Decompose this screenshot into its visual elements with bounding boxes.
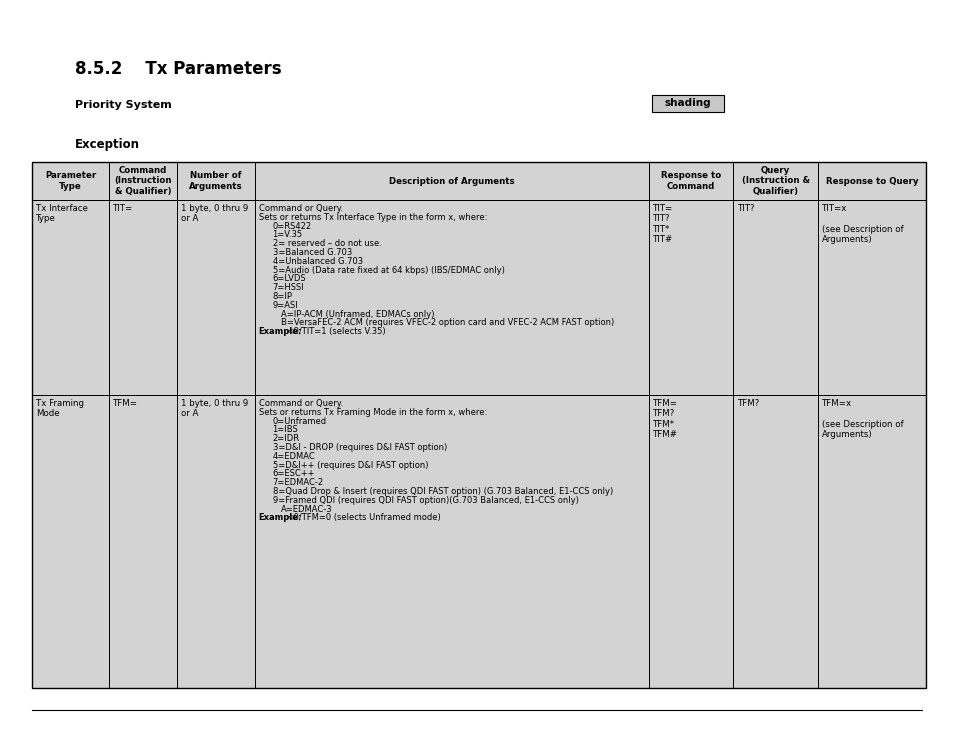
Text: Response to Query: Response to Query xyxy=(825,176,918,185)
Text: Example:: Example: xyxy=(258,514,301,523)
Text: <0/TIT=1 (selects V.35): <0/TIT=1 (selects V.35) xyxy=(283,327,385,337)
Bar xyxy=(32,200,925,395)
Text: 8=Quad Drop & Insert (requires QDI FAST option) (G.703 Balanced, E1-CCS only): 8=Quad Drop & Insert (requires QDI FAST … xyxy=(273,487,612,496)
Text: 6=LVDS: 6=LVDS xyxy=(273,275,306,283)
Text: Priority System: Priority System xyxy=(75,100,172,110)
Text: 4=Unbalanced G.703: 4=Unbalanced G.703 xyxy=(273,257,362,266)
Text: Exception: Exception xyxy=(75,138,140,151)
Text: TIT=x

(see Description of
Arguments): TIT=x (see Description of Arguments) xyxy=(821,204,902,244)
Text: TFM=
TFM?
TFM*
TFM#: TFM= TFM? TFM* TFM# xyxy=(652,399,678,439)
Text: 5=D&I++ (requires D&I FAST option): 5=D&I++ (requires D&I FAST option) xyxy=(273,461,428,469)
Text: 7=EDMAC-2: 7=EDMAC-2 xyxy=(273,478,323,487)
Text: Tx Interface
Type: Tx Interface Type xyxy=(36,204,88,224)
Text: 5=Audio (Data rate fixed at 64 kbps) (IBS/EDMAC only): 5=Audio (Data rate fixed at 64 kbps) (IB… xyxy=(273,266,504,275)
Text: TFM=: TFM= xyxy=(112,399,138,408)
Text: TIT?: TIT? xyxy=(737,204,754,213)
Text: Command or Query.: Command or Query. xyxy=(258,204,342,213)
Text: 7=HSSI: 7=HSSI xyxy=(273,283,304,292)
Text: B=VersaFEC-2 ACM (requires VFEC-2 option card and VFEC-2 ACM FAST option): B=VersaFEC-2 ACM (requires VFEC-2 option… xyxy=(280,318,613,328)
Text: A=EDMAC-3: A=EDMAC-3 xyxy=(280,505,332,514)
Text: Response to
Command: Response to Command xyxy=(660,171,720,190)
Text: Query
(Instruction &
Qualifier): Query (Instruction & Qualifier) xyxy=(741,166,809,196)
Bar xyxy=(32,395,925,688)
Text: TFM?: TFM? xyxy=(737,399,759,408)
Text: 9=Framed QDI (requires QDI FAST option)(G.703 Balanced, E1-CCS only): 9=Framed QDI (requires QDI FAST option)(… xyxy=(273,496,578,505)
Text: Sets or returns Tx Interface Type in the form x, where:: Sets or returns Tx Interface Type in the… xyxy=(258,213,486,222)
Bar xyxy=(651,95,723,112)
Text: TFM=x

(see Description of
Arguments): TFM=x (see Description of Arguments) xyxy=(821,399,902,439)
Text: 4=EDMAC: 4=EDMAC xyxy=(273,452,315,461)
Text: Example:: Example: xyxy=(258,327,301,337)
Text: 3=Balanced G.703: 3=Balanced G.703 xyxy=(273,248,352,257)
Text: Tx Framing
Mode: Tx Framing Mode xyxy=(36,399,84,418)
Text: Parameter
Type: Parameter Type xyxy=(45,171,96,190)
Bar xyxy=(32,162,925,200)
Text: 2= reserved – do not use.: 2= reserved – do not use. xyxy=(273,239,381,248)
Text: Number of
Arguments: Number of Arguments xyxy=(189,171,242,190)
Text: Description of Arguments: Description of Arguments xyxy=(389,176,514,185)
Text: <0/TFM=0 (selects Unframed mode): <0/TFM=0 (selects Unframed mode) xyxy=(283,514,439,523)
Text: A=IP-ACM (Unframed, EDMACs only): A=IP-ACM (Unframed, EDMACs only) xyxy=(280,310,434,319)
Text: 1 byte, 0 thru 9
or A: 1 byte, 0 thru 9 or A xyxy=(180,399,248,418)
Text: 1=V.35: 1=V.35 xyxy=(273,230,302,239)
Text: 1=IBS: 1=IBS xyxy=(273,425,298,435)
Text: 6=ESC++: 6=ESC++ xyxy=(273,469,314,478)
Text: shading: shading xyxy=(664,98,711,108)
Text: 2=IDR: 2=IDR xyxy=(273,434,299,444)
Text: 0=RS422: 0=RS422 xyxy=(273,221,312,230)
Text: 8=IP: 8=IP xyxy=(273,292,293,301)
Text: 3=D&I - DROP (requires D&I FAST option): 3=D&I - DROP (requires D&I FAST option) xyxy=(273,443,446,452)
Text: Command
(Instruction
& Qualifier): Command (Instruction & Qualifier) xyxy=(114,166,172,196)
Text: TIT=
TIT?
TIT*
TIT#: TIT= TIT? TIT* TIT# xyxy=(652,204,673,244)
Text: 1 byte, 0 thru 9
or A: 1 byte, 0 thru 9 or A xyxy=(180,204,248,224)
Text: 9=ASI: 9=ASI xyxy=(273,301,298,310)
Bar xyxy=(32,162,925,688)
Text: 8.5.2    Tx Parameters: 8.5.2 Tx Parameters xyxy=(75,60,281,78)
Text: 0=Unframed: 0=Unframed xyxy=(273,416,326,426)
Text: TIT=: TIT= xyxy=(112,204,133,213)
Text: Command or Query.: Command or Query. xyxy=(258,399,342,408)
Text: Sets or returns Tx Framing Mode in the form x, where:: Sets or returns Tx Framing Mode in the f… xyxy=(258,408,486,417)
